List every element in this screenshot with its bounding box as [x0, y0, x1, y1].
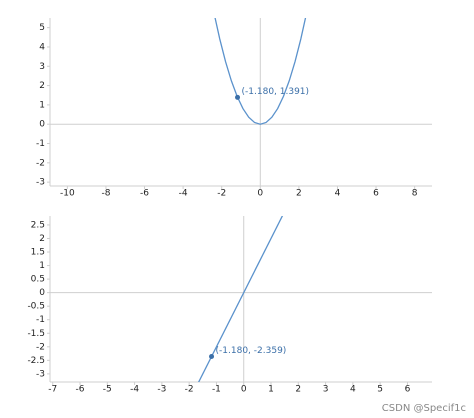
x-tick-label: 2	[295, 385, 301, 395]
y-tick-label: -1	[36, 139, 45, 149]
y-tick-label: 1	[39, 261, 45, 271]
x-tick-label: -7	[48, 385, 57, 395]
x-tick-label: -2	[217, 189, 226, 199]
x-tick-label: 4	[335, 189, 341, 199]
x-tick-label: -6	[76, 385, 85, 395]
plot-area	[214, 18, 307, 125]
y-tick-label: 0.5	[31, 275, 45, 285]
x-tick-label: -8	[101, 189, 110, 199]
x-tick-label: -1	[212, 385, 221, 395]
x-tick-label: 6	[373, 189, 379, 199]
x-tick-label: -6	[140, 189, 149, 199]
y-tick-label: 2	[39, 234, 45, 244]
point-label: (-1.180, -2.359)	[216, 346, 287, 356]
y-tick-label: -1.5	[27, 329, 45, 339]
y-tick-label: 1.5	[31, 248, 45, 258]
x-tick-label: 6	[405, 385, 411, 395]
y-tick-label: 3	[39, 62, 45, 72]
y-tick-label: 2	[39, 81, 45, 91]
watermark: CSDN @Specif1c	[382, 403, 466, 414]
y-tick-label: -2	[36, 158, 45, 168]
y-tick-label: 1	[39, 100, 45, 110]
y-tick-label: -3	[36, 369, 45, 379]
point	[235, 94, 241, 100]
curve	[214, 18, 307, 125]
y-tick-label: 0	[39, 120, 45, 130]
x-tick-label: 4	[350, 385, 356, 395]
y-tick-label: 0	[39, 288, 45, 298]
x-tick-label: 2	[296, 189, 302, 199]
x-tick-label: -4	[179, 189, 188, 199]
x-tick-label: -5	[103, 385, 112, 395]
y-tick-label: -2	[36, 342, 45, 352]
x-tick-label: -2	[185, 385, 194, 395]
x-tick-label: -4	[130, 385, 139, 395]
x-tick-label: 5	[377, 385, 383, 395]
y-tick-label: -1	[36, 315, 45, 325]
y-tick-label: 4	[39, 42, 45, 52]
x-tick-label: 0	[241, 385, 247, 395]
x-tick-label: 0	[257, 189, 263, 199]
x-tick-label: -3	[157, 385, 166, 395]
y-tick-label: 5	[39, 23, 45, 33]
x-tick-label: -10	[60, 189, 75, 199]
y-tick-label: -0.5	[27, 302, 45, 312]
y-tick-label: 2.5	[31, 220, 45, 230]
point-label: (-1.180, 1.391)	[242, 87, 310, 97]
x-tick-label: 1	[268, 385, 274, 395]
curve	[197, 216, 284, 382]
y-tick-label: -3	[36, 178, 45, 188]
x-tick-label: 3	[323, 385, 329, 395]
x-tick-label: 8	[412, 189, 418, 199]
y-tick-label: -2.5	[27, 356, 45, 366]
point	[209, 354, 215, 360]
plot-area	[197, 216, 284, 382]
